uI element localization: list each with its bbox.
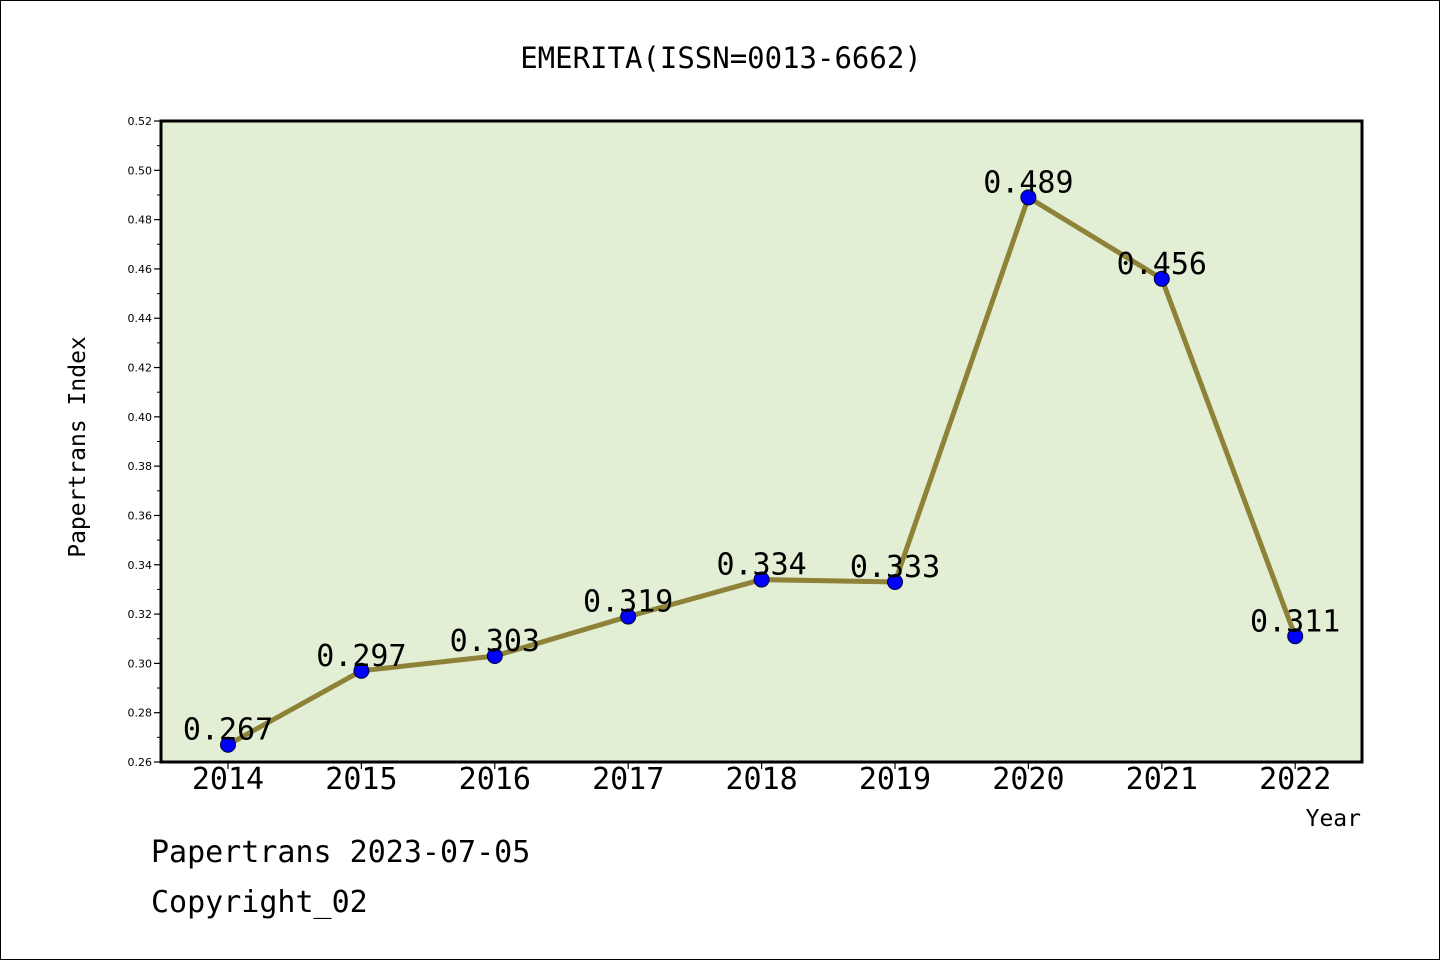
data-label: 0.456 [1117, 247, 1207, 282]
y-tick-label: 0.26 [128, 756, 153, 769]
footer-date-text: Papertrans 2023-07-05 [151, 835, 531, 870]
y-tick-label: 0.38 [128, 460, 153, 473]
data-point [1287, 628, 1304, 645]
y-tick-label: 0.50 [128, 164, 153, 177]
data-label: 0.489 [983, 165, 1073, 200]
x-tick-label: 2022 [1259, 762, 1331, 797]
y-tick-label: 0.44 [128, 312, 153, 325]
plot-content: 0.267 0.297 0.303 0.319 0.334 0.333 0.489 0.456… [183, 165, 1340, 753]
y-tick-label: 0.34 [128, 559, 153, 572]
y-axis: 0.26 0.28 0.30 0.32 0.34 0.36 0.38 0.40 0.42 0.44… [128, 115, 161, 769]
data-point [1020, 189, 1037, 206]
x-tick-label: 2015 [325, 762, 397, 797]
y-tick-label: 0.40 [128, 411, 153, 424]
plot-area [161, 121, 1362, 762]
x-tick-label: 2016 [459, 762, 531, 797]
x-tick-label: 2021 [1126, 762, 1198, 797]
y-tick-label: 0.28 [128, 707, 153, 720]
data-point [753, 571, 770, 588]
data-label: 0.311 [1250, 604, 1340, 639]
y-tick-label: 0.48 [128, 214, 153, 227]
data-point [353, 662, 370, 679]
data-label: 0.297 [316, 639, 406, 674]
x-tick-label: 2020 [992, 762, 1064, 797]
y-tick-label: 0.42 [128, 362, 153, 375]
y-tick-label: 0.30 [128, 657, 153, 670]
y-tick-label: 0.46 [128, 263, 153, 276]
data-point [887, 574, 903, 591]
data-label: 0.267 [183, 713, 273, 748]
footer-copyright-text: Copyright_02 [151, 885, 368, 920]
x-axis: 2014 2015 2016 2017 2018 2019 2020 2021 2022 [192, 762, 1331, 797]
y-tick-label: 0.36 [128, 509, 153, 522]
y-axis-label: Papertrans Index [65, 336, 91, 558]
chart-title: EMERITA(ISSN=0013-6662) [520, 41, 922, 75]
data-label: 0.319 [583, 585, 673, 620]
x-axis-label: Year [1306, 806, 1361, 832]
x-tick-label: 2018 [725, 762, 797, 797]
y-tick-label: 0.52 [128, 115, 153, 128]
y-tick-label: 0.32 [128, 608, 153, 621]
data-point [220, 736, 236, 753]
data-point [620, 608, 637, 625]
data-label: 0.334 [716, 548, 806, 583]
data-label: 0.303 [450, 624, 540, 659]
data-point [1153, 270, 1170, 287]
x-tick-label: 2014 [192, 762, 264, 797]
x-tick-label: 2017 [592, 762, 664, 797]
data-label: 0.333 [850, 550, 940, 585]
x-tick-label: 2019 [859, 762, 931, 797]
data-point [486, 647, 503, 664]
